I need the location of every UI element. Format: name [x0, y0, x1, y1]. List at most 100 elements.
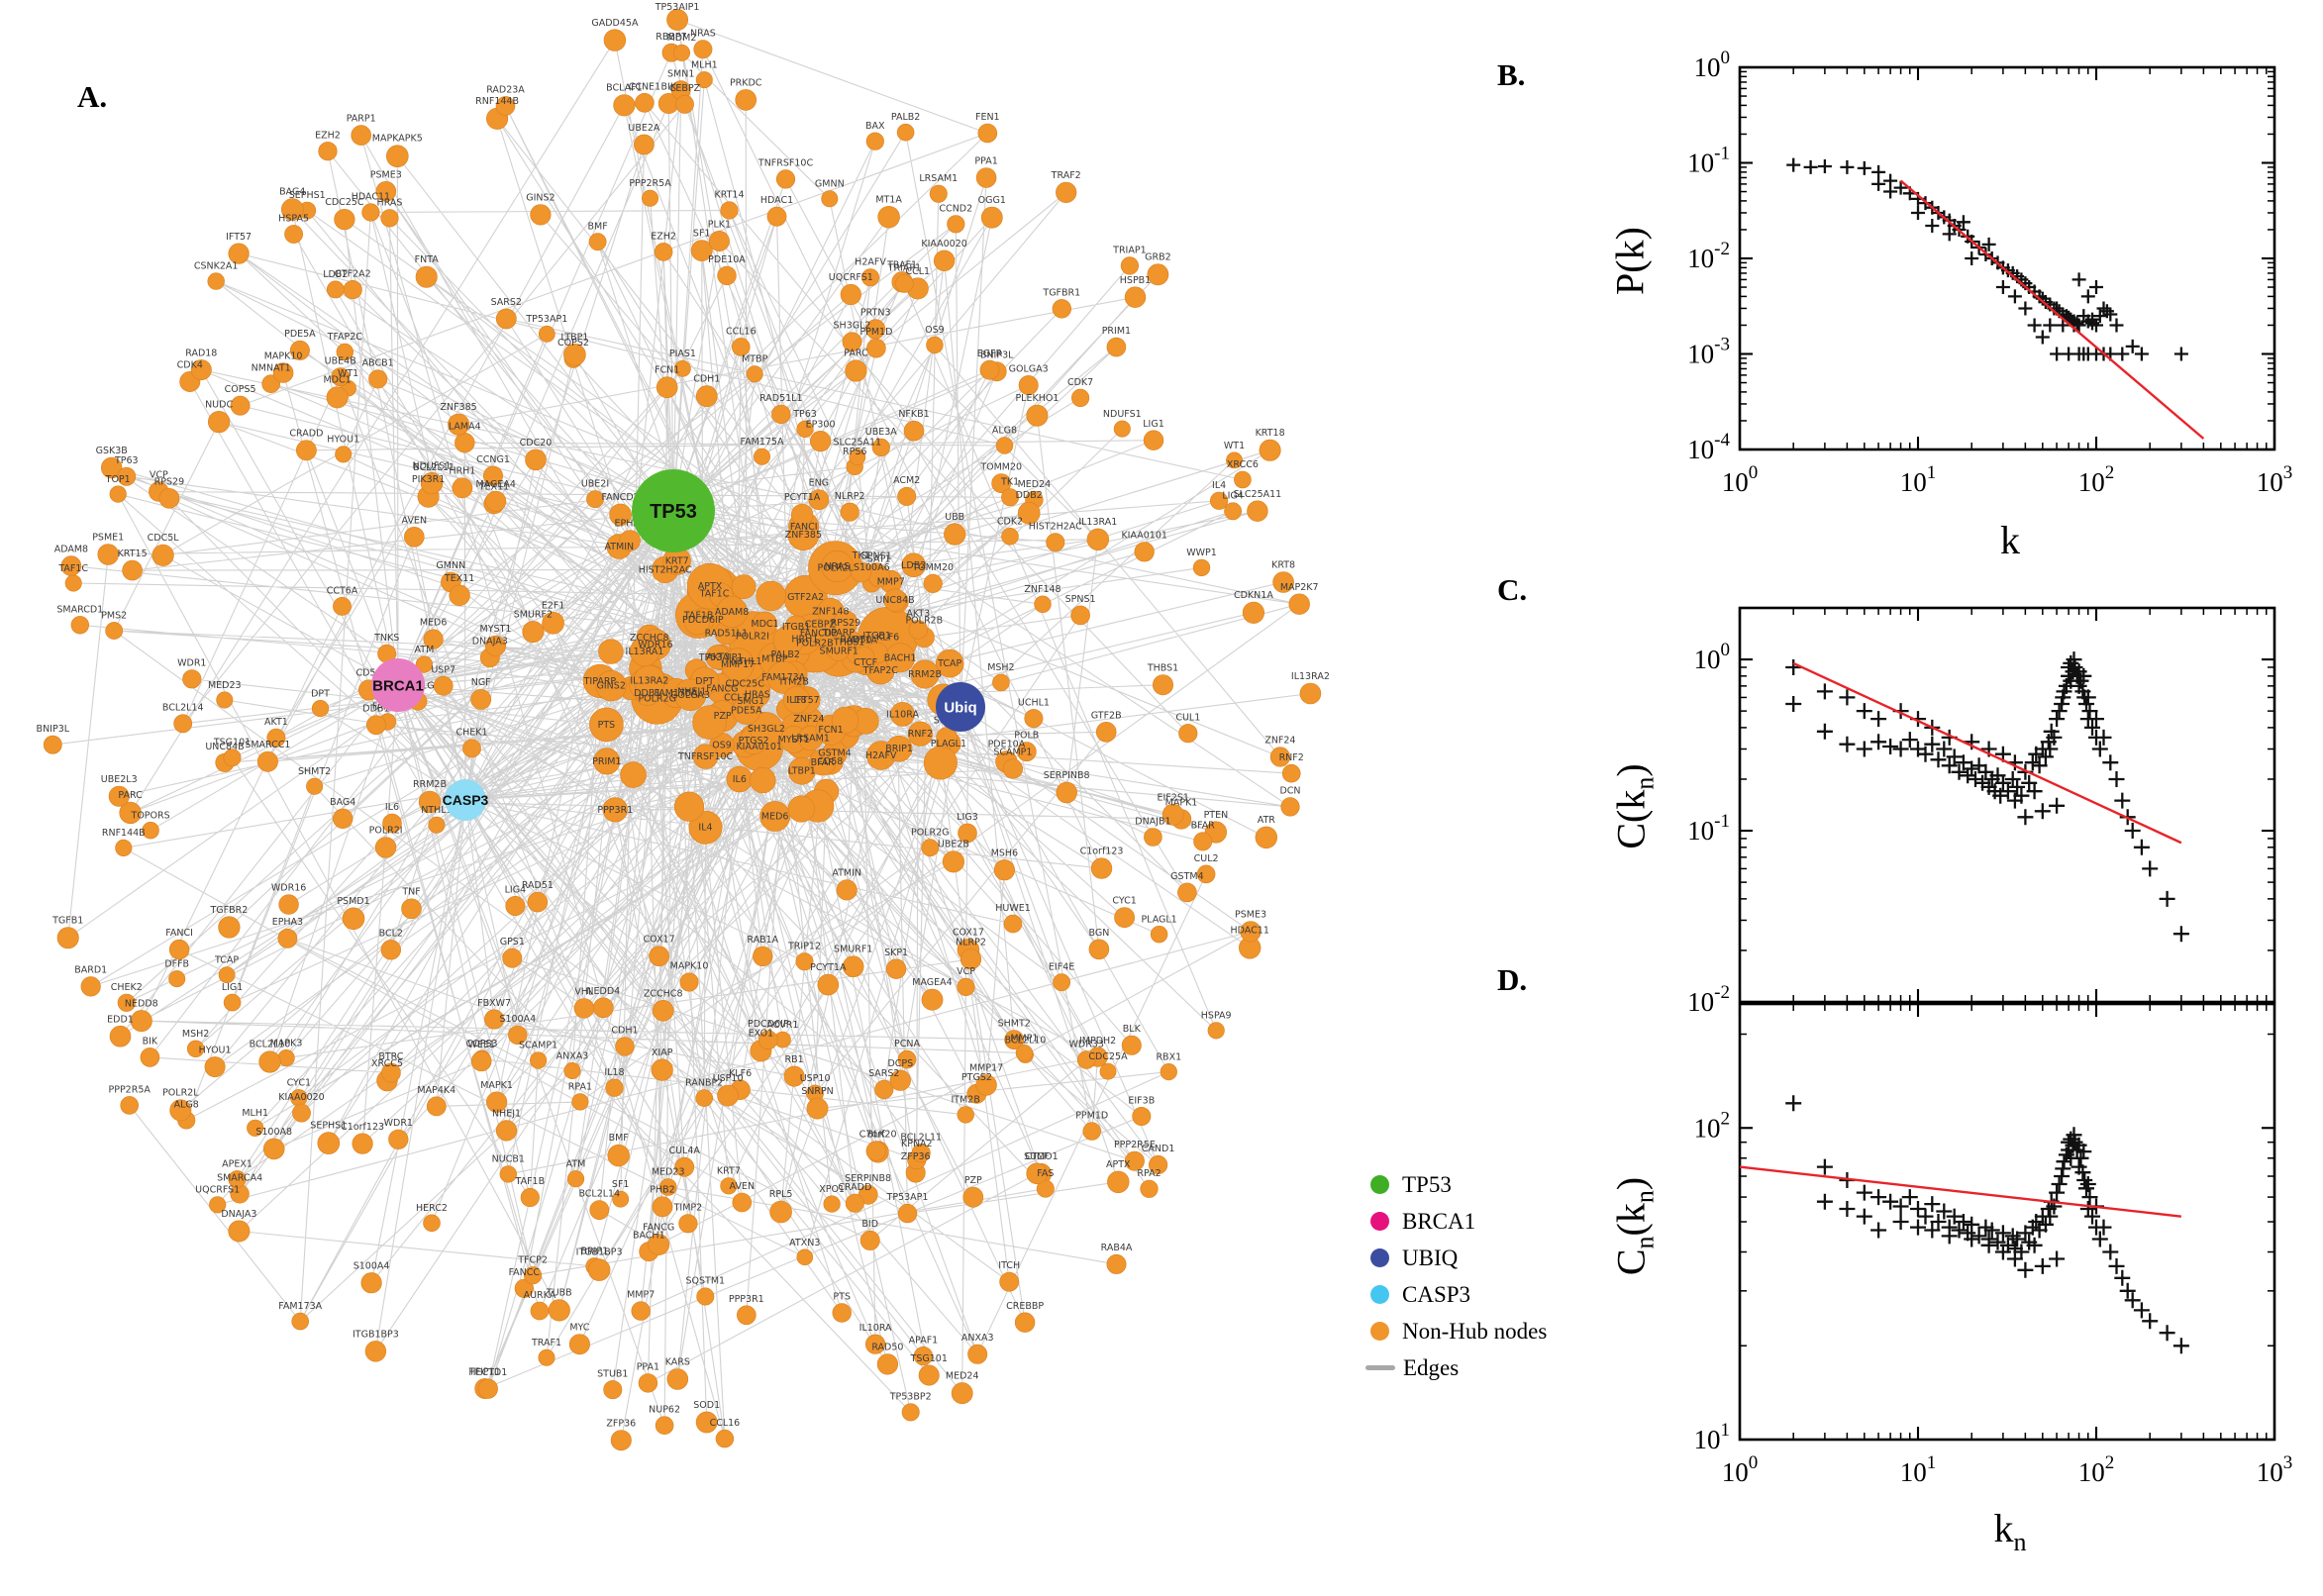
network-node — [695, 71, 713, 89]
brca1-dot-icon — [1370, 1212, 1389, 1231]
network-node — [105, 622, 124, 640]
network-node — [845, 1193, 864, 1213]
network-node — [1259, 439, 1281, 461]
network-node — [230, 395, 251, 416]
axis-label-ckn-p2: ) — [1608, 763, 1654, 777]
tick-label: 101 — [1900, 462, 1937, 497]
axis-label-kn: kn — [1963, 1505, 2058, 1557]
network-node — [589, 707, 624, 743]
network-legend: TP53 BRCA1 UBIQ CASP3 Non-Hub nodes Edge… — [1365, 1166, 1547, 1386]
network-node — [351, 125, 372, 146]
network-node — [679, 972, 699, 992]
network-node — [859, 1230, 880, 1250]
tick-label: 10-1 — [1687, 811, 1730, 846]
network-node — [910, 659, 940, 689]
axis-label-kn-p1: k — [1993, 1506, 2014, 1550]
network-node — [1288, 593, 1310, 615]
axis-label-ckn-p1: C(k — [1608, 789, 1654, 849]
legend-label-ubiq: UBIQ — [1402, 1245, 1459, 1270]
network-node — [823, 1195, 841, 1213]
network-node — [877, 206, 900, 229]
network-node — [1255, 826, 1278, 848]
casp3-dot-icon — [1370, 1285, 1389, 1304]
network-node — [708, 231, 730, 252]
network-node — [666, 1368, 689, 1390]
legend-label-casp3: CASP3 — [1402, 1281, 1471, 1307]
network-node — [592, 997, 614, 1019]
network-node — [1121, 1035, 1142, 1055]
network-node — [1106, 1253, 1127, 1274]
network-node — [745, 681, 770, 708]
panel-label-b: B. — [1497, 57, 1526, 92]
network-node — [352, 1133, 373, 1154]
network-node — [977, 123, 998, 144]
network-node — [1026, 404, 1049, 427]
network-node — [1036, 1179, 1055, 1198]
network-node — [716, 596, 749, 629]
network-node — [331, 367, 351, 387]
network-node — [470, 1050, 492, 1072]
network-node — [897, 1203, 918, 1224]
network-node — [530, 1301, 550, 1321]
axis-label-k: k — [1966, 517, 2055, 563]
network-node — [806, 1097, 829, 1120]
network-node — [897, 1049, 917, 1069]
network-node — [796, 420, 814, 439]
network-node — [1280, 797, 1300, 817]
network-node — [142, 821, 159, 840]
tick-label: 101 — [1694, 1420, 1731, 1454]
network-node — [216, 691, 234, 709]
network-node — [603, 1380, 623, 1400]
scatter-points — [1785, 651, 2189, 943]
network-node — [980, 206, 1003, 229]
fit-line — [1899, 179, 2205, 440]
network-node — [1207, 1022, 1225, 1040]
network-node — [885, 958, 907, 979]
network-node — [772, 625, 804, 656]
network-node — [525, 449, 547, 471]
network-node — [470, 689, 492, 710]
network-node — [256, 750, 278, 772]
network-node — [907, 721, 934, 747]
network-node — [883, 588, 907, 612]
chart-c: 10-2 10-1 100 — [1687, 606, 2276, 1017]
network-node — [678, 1214, 698, 1234]
legend-item-ubiq: UBIQ — [1370, 1240, 1547, 1276]
network-node — [871, 438, 890, 457]
axis-label-pk: P(k) — [1607, 172, 1654, 350]
network-node — [342, 907, 365, 931]
network-node — [218, 916, 241, 939]
network-node — [1143, 430, 1164, 450]
network-node — [944, 523, 966, 546]
network-node — [1132, 1107, 1152, 1127]
network-node — [529, 1051, 548, 1069]
network-node — [428, 816, 446, 834]
network-node — [967, 1344, 988, 1364]
scatter-points — [1786, 157, 2188, 361]
network-node — [947, 215, 965, 234]
network-node — [1144, 828, 1162, 847]
network-node — [374, 837, 397, 858]
panel-label-d: D. — [1497, 962, 1528, 997]
network-node — [885, 735, 913, 762]
network-node — [783, 1065, 805, 1087]
legend-label-brca1: BRCA1 — [1402, 1208, 1476, 1234]
network-node — [326, 280, 345, 299]
tick-label: 10-2 — [1687, 982, 1730, 1017]
network-node — [1177, 882, 1197, 903]
network-node — [1162, 803, 1184, 826]
network-node — [380, 1062, 401, 1083]
network-node — [1196, 864, 1216, 884]
network-node — [860, 268, 879, 287]
network-node — [1024, 709, 1044, 729]
network-node — [204, 1056, 226, 1078]
network-node — [542, 611, 564, 635]
network-node — [122, 559, 143, 581]
network-node — [499, 1165, 517, 1183]
network-node — [415, 655, 434, 673]
axis-label-k-text: k — [2000, 518, 2020, 562]
network-node — [586, 490, 604, 509]
network-node — [1099, 1062, 1117, 1080]
network-node — [756, 580, 786, 612]
